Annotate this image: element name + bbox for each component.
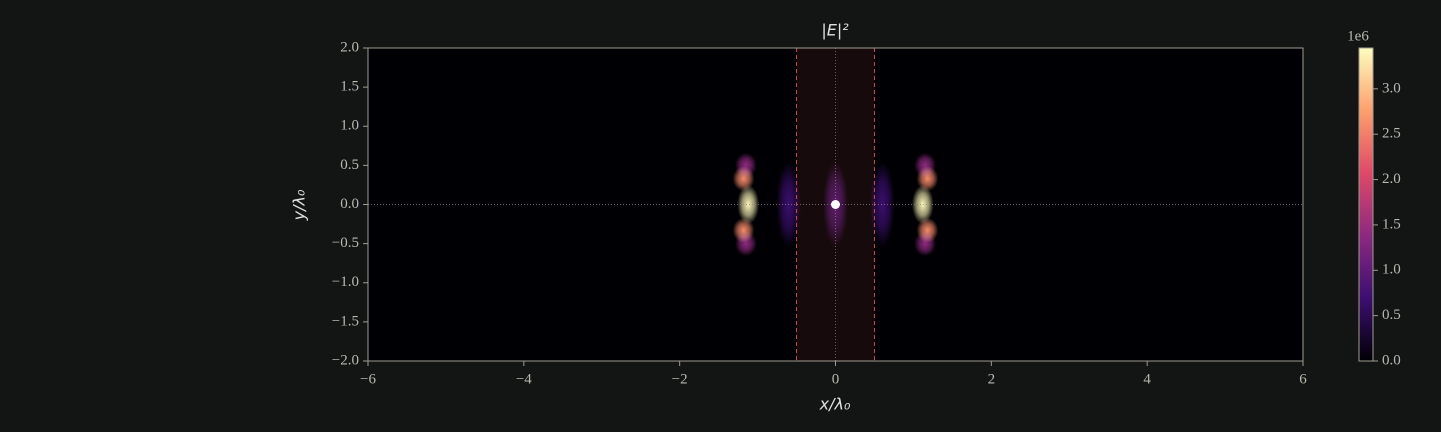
x-tick-label: 2 — [988, 371, 996, 387]
chart-title: |E|² — [821, 21, 849, 40]
field-spot — [911, 184, 934, 225]
field-spot — [732, 217, 755, 243]
x-tick-label: 0 — [832, 371, 840, 387]
x-tick-label: −4 — [516, 371, 532, 387]
x-tick-label: 6 — [1299, 371, 1307, 387]
colorbar-tick-label: 0.0 — [1382, 352, 1401, 368]
y-tick-label: −0.5 — [332, 235, 359, 251]
y-tick-label: −1.0 — [332, 274, 359, 290]
colorbar-offset: 1e6 — [1347, 28, 1369, 44]
y-tick-label: 2.0 — [340, 39, 359, 55]
x-tick-label: −2 — [672, 371, 688, 387]
field — [368, 48, 1303, 361]
colorbar-tick-label: 3.0 — [1382, 80, 1401, 96]
colorbar-tick-label: 2.0 — [1382, 171, 1401, 187]
colorbar-tick-label: 0.5 — [1382, 307, 1401, 323]
x-tick-label: 4 — [1143, 371, 1151, 387]
colorbar-tick-label: 1.0 — [1382, 262, 1401, 278]
source — [831, 200, 840, 209]
field-spot — [732, 166, 755, 192]
x-axis-label: x/λ₀ — [819, 395, 851, 414]
field-spot — [916, 166, 939, 192]
colorbar-tick-label: 1.5 — [1382, 216, 1401, 232]
y-tick-label: 1.0 — [340, 118, 359, 134]
y-tick-label: −1.5 — [332, 313, 359, 329]
field-spot — [869, 161, 895, 248]
y-tick-label: 0.0 — [340, 196, 359, 212]
field-spot — [916, 217, 939, 243]
x-tick-label: −6 — [360, 371, 376, 387]
y-tick-label: −2.0 — [332, 352, 359, 368]
y-axis-label: y/λ₀ — [290, 189, 309, 221]
y-tick-label: 1.5 — [340, 79, 359, 95]
field-spot — [737, 184, 760, 225]
colorbar-tick-label: 2.5 — [1382, 126, 1401, 142]
y-tick-label: 0.5 — [340, 157, 359, 173]
colorbar — [1358, 47, 1374, 362]
